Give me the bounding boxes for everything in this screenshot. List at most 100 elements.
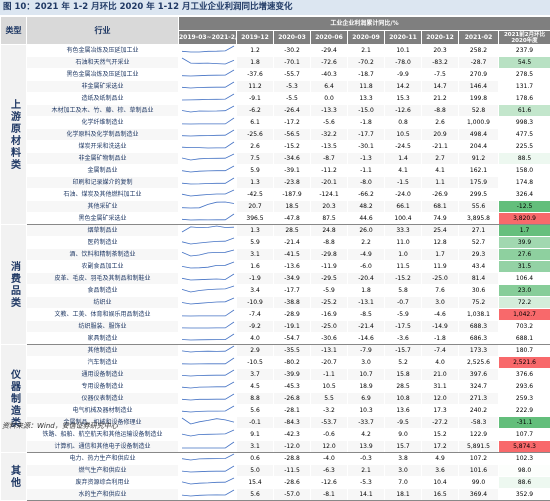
period-value: 13.3 (348, 93, 385, 105)
sparkline-cell (179, 429, 237, 441)
sparkline-cell (179, 105, 237, 117)
period-value: -39.9 (274, 369, 311, 381)
period-value: -29.5 (311, 273, 348, 285)
period-value: -37.6 (237, 69, 274, 81)
period-value: -28.8 (274, 453, 311, 465)
period-value: 5.9 (237, 237, 274, 249)
industry: 专用设备制造业 (27, 381, 179, 393)
table-row: 皮革、毛皮、羽毛及其制品和制鞋业-1.9-34.9-29.5-20.4-15.2… (1, 273, 550, 285)
change-value: 998.3 (499, 117, 550, 129)
period-value: -28.1 (274, 405, 311, 417)
sparkline-line (182, 106, 234, 112)
period-value: 66.1 (385, 201, 422, 213)
page: {"title":"图 10：2021 年 1-2 月环比 2020 年 1-1… (0, 0, 550, 433)
period-value: -17.7 (348, 129, 385, 141)
period-value: 20.7 (237, 201, 274, 213)
change-value: 225.5 (499, 141, 550, 153)
period-value: -11.2 (311, 165, 348, 177)
period-value: -5.3 (274, 81, 311, 93)
period-value: -17.7 (274, 285, 311, 297)
period-value: -12.6 (311, 477, 348, 489)
period-value: 7.6 (422, 285, 459, 297)
period-value: -13.1 (348, 297, 385, 309)
industry: 木材加工及木、竹、藤、棕、草制品业 (27, 105, 179, 117)
group-label: 其他 (1, 453, 27, 501)
sparkline-line (182, 430, 234, 436)
period-value: -66.2 (348, 189, 385, 201)
sparkline-cell (179, 345, 237, 357)
period-value: -40.3 (311, 69, 348, 81)
period-value: -5.6 (311, 117, 348, 129)
industry: 其他制造业 (27, 345, 179, 357)
sparkline-cell (179, 117, 237, 129)
period-value: 7.5 (237, 153, 274, 165)
period-value: 25.4 (422, 225, 459, 237)
period-value: 16.5 (422, 489, 459, 501)
change-value: 326.4 (499, 189, 550, 201)
sparkline-line (182, 298, 234, 304)
period-value: -38.8 (274, 297, 311, 309)
period-value: -72.6 (311, 57, 348, 69)
period-value: 2.9 (237, 345, 274, 357)
period-value: -21.4 (274, 237, 311, 249)
period-value: -29.4 (311, 45, 348, 57)
period-value: 28.5 (274, 225, 311, 237)
period-value: 146.4 (459, 81, 499, 93)
change-value: 259.3 (499, 393, 550, 405)
sparkline (180, 441, 236, 449)
period-value: -1.5 (385, 177, 422, 189)
period-value: -56.5 (274, 129, 311, 141)
sparkline-line (182, 370, 234, 376)
period-value: -5.9 (311, 285, 348, 297)
sparkline-cell (179, 177, 237, 189)
industry: 其他采矿业 (27, 201, 179, 213)
period-value: -3.2 (311, 405, 348, 417)
period-value: -35.5 (274, 345, 311, 357)
period-value: -14.6 (348, 333, 385, 345)
period-value: 8.8 (237, 393, 274, 405)
sparkline-line (182, 82, 234, 88)
sparkline-cell (179, 57, 237, 69)
change-value: 2,521.6 (499, 357, 550, 369)
period-value: -55.7 (274, 69, 311, 81)
industry: 计算机、通信和其他电子设备制造业 (27, 441, 179, 453)
period-value: -13.1 (311, 345, 348, 357)
period-value: -6.0 (348, 261, 385, 273)
period-value: -57.0 (274, 489, 311, 501)
period-value: 14.2 (385, 81, 422, 93)
period-value: 75.2 (459, 297, 499, 309)
period-value: -4.6 (422, 309, 459, 321)
sparkline (180, 321, 236, 329)
period-value: -5.3 (348, 477, 385, 489)
period-value: -8.8 (311, 237, 348, 249)
period-value: 10.5 (311, 381, 348, 393)
period-value: 15.3 (385, 93, 422, 105)
period-value: 1.3 (237, 177, 274, 189)
sparkline-line (182, 334, 234, 340)
period-value: -34.6 (274, 153, 311, 165)
table-row: 石油、煤炭及其他燃料加工业-42.5-187.9-124.1-66.2-24.0… (1, 189, 550, 201)
period-value: -41.5 (274, 249, 311, 261)
period-value: 20.9 (422, 129, 459, 141)
period-header: 2021-02 (459, 31, 499, 45)
period-value: -84.3 (274, 417, 311, 429)
period-value: -34.9 (274, 273, 311, 285)
period-header: 2019-12 (237, 31, 274, 45)
sparkline (180, 177, 236, 185)
period-value: -25.0 (311, 321, 348, 333)
period-value: 20.3 (311, 201, 348, 213)
period-value: -53.7 (311, 417, 348, 429)
period-value: 11.9 (422, 261, 459, 273)
industry: 食品制造业 (27, 285, 179, 297)
period-value: 7.0 (385, 477, 422, 489)
industry: 文教、工美、体育和娱乐用品制造业 (27, 309, 179, 321)
period-value: 1.2 (237, 45, 274, 57)
period-value: -19.1 (274, 321, 311, 333)
period-value: 9.1 (237, 429, 274, 441)
